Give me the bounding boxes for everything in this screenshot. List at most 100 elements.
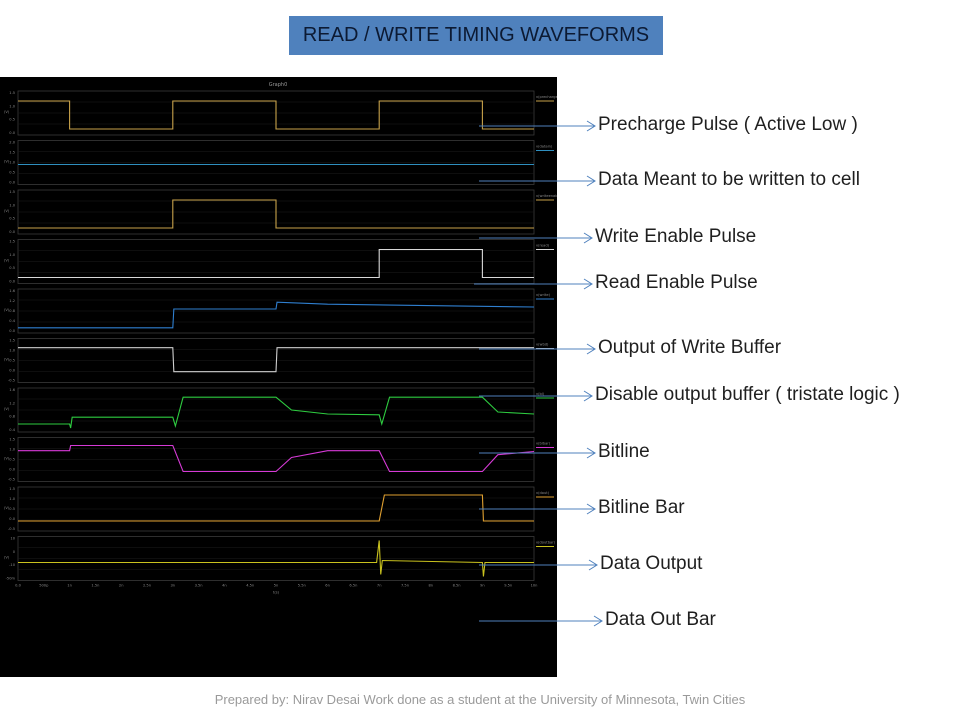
- y-tick-label: 0.5: [9, 217, 15, 221]
- y-tick-label: 0.0: [9, 280, 15, 284]
- x-tick-label: 3n: [171, 584, 176, 588]
- y-tick-label: 0.0: [9, 181, 15, 185]
- y-axis-label: (V): [4, 110, 10, 114]
- oscilloscope-svg: Graph0 1.5 1.0 0.5 0.0 (V) v(prechargebar) 2.0 1…: [4, 82, 557, 595]
- y-tick-label: 0.5: [9, 359, 15, 363]
- x-tick-label: 5.5n: [298, 584, 306, 588]
- waveform-callout-label: Write Enable Pulse: [595, 226, 757, 247]
- x-tick-label: 5n: [274, 584, 279, 588]
- waveform-callout-label: Disable output buffer ( tristate logic ): [595, 384, 900, 405]
- y-tick-label: 1.0: [9, 349, 15, 353]
- trace-legend: v(prechargebar): [536, 95, 557, 99]
- y-tick-label: 0.0: [9, 517, 15, 521]
- x-tick-label: 2n: [119, 584, 124, 588]
- waveform-callout-label: Data Output: [600, 553, 703, 574]
- trace-panel-4: 1.5 1.0 0.5 0.0 (V) v(read): [4, 239, 554, 284]
- waveform-callout-label: Bitline Bar: [598, 497, 685, 518]
- y-axis-label: (V): [4, 160, 10, 164]
- trace-panel-10: 10 0 -10 -50m (V) v(doutbar): [4, 536, 556, 581]
- x-axis-label: t(s): [273, 591, 280, 595]
- y-tick-label: -0.5: [8, 527, 15, 531]
- arrow-head-icon: [593, 615, 603, 627]
- arrow-head-icon: [583, 232, 593, 244]
- x-tick-label: 6.5n: [349, 584, 357, 588]
- y-tick-label: 0.5: [9, 458, 15, 462]
- waveform-callout-label: Data Out Bar: [605, 609, 716, 630]
- waveform-trace: [18, 248, 534, 279]
- y-tick-label: 1.6: [9, 289, 15, 293]
- trace-legend: v(writeenable): [536, 194, 557, 198]
- arrow-head-icon: [583, 278, 593, 290]
- waveform-trace: [18, 494, 534, 522]
- trace-legend: v(read): [536, 244, 550, 248]
- y-tick-label: 1.5: [9, 487, 15, 491]
- trace-legend: v(dout): [536, 491, 550, 495]
- trace-panel-8: 1.5 1.0 0.5 0.0 -0.5 (V) v(blbar): [4, 437, 554, 482]
- y-tick-label: 1.5: [9, 438, 15, 442]
- trace-legend: v(doutbar): [536, 541, 556, 545]
- y-tick-label: 0.4: [9, 319, 15, 323]
- y-tick-label: 0.0: [9, 369, 15, 373]
- trace-legend: v(blbar): [536, 442, 551, 446]
- trace-panel-7: 1.6 1.2 0.8 0.4 (V) v(bl): [4, 387, 554, 433]
- y-tick-label: 2.0: [9, 141, 15, 145]
- x-tick-label: 4.5n: [246, 584, 254, 588]
- x-tick-label: 0.0: [15, 584, 21, 588]
- y-tick-label: 1.2: [9, 299, 15, 303]
- arrow-head-icon: [586, 343, 596, 355]
- waveform-callout-label: Data Meant to be written to cell: [598, 169, 860, 190]
- y-axis-label: (V): [4, 457, 10, 461]
- waveform-callout-label: Output of Write Buffer: [598, 337, 782, 358]
- x-tick-label: 4n: [222, 584, 227, 588]
- trace-legend: v(wbd): [536, 343, 549, 347]
- x-tick-label: 7.5n: [401, 584, 409, 588]
- y-tick-label: -0.5: [8, 379, 15, 383]
- footer-credit: Prepared by: Nirav Desai Work done as a …: [214, 692, 746, 707]
- y-tick-label: 1.5: [9, 339, 15, 343]
- trace-panel-2: 2.0 1.5 1.0 0.5 0.0 (V) v(datain): [4, 140, 554, 185]
- y-tick-label: 1.0: [9, 253, 15, 257]
- arrow-head-icon: [586, 120, 596, 132]
- graph-title: Graph0: [269, 82, 288, 88]
- arrow-head-icon: [586, 503, 596, 515]
- x-tick-label: 3.5n: [195, 584, 203, 588]
- y-tick-label: 1.0: [9, 448, 15, 452]
- y-tick-label: 1.5: [9, 91, 15, 95]
- y-tick-label: 1.5: [9, 151, 15, 155]
- y-tick-label: -10: [9, 563, 16, 567]
- y-axis-label: (V): [4, 506, 10, 510]
- waveform-callout-label: Precharge Pulse ( Active Low ): [598, 114, 858, 135]
- x-tick-label: 7n: [377, 584, 382, 588]
- y-tick-label: 1.0: [9, 161, 15, 165]
- y-tick-label: 0.5: [9, 507, 15, 511]
- waveform-trace: [18, 347, 534, 373]
- y-axis-label: (V): [4, 308, 10, 312]
- y-tick-label: 0.0: [9, 468, 15, 472]
- y-tick-label: 0.0: [9, 329, 15, 333]
- y-tick-label: 0.5: [9, 266, 15, 270]
- y-tick-label: 0.4: [9, 428, 15, 432]
- y-tick-label: 0.5: [9, 171, 15, 175]
- waveform-plot: Graph0 1.5 1.0 0.5 0.0 (V) v(prechargebar) 2.0 1…: [0, 77, 557, 677]
- trace-panel-9: 1.5 1.0 0.5 0.0 -0.5 (V) v(dout): [4, 486, 554, 532]
- y-tick-label: 1.2: [9, 401, 15, 405]
- y-axis-label: (V): [4, 209, 10, 213]
- y-tick-label: 1.6: [9, 388, 15, 392]
- trace-panel-3: 1.5 1.0 0.5 0.0 (V) v(writeenable): [4, 189, 557, 235]
- y-tick-label: 1.0: [9, 104, 15, 108]
- waveform-trace: [18, 301, 535, 329]
- y-tick-label: 1.0: [9, 497, 15, 501]
- trace-legend: v(write): [536, 293, 551, 297]
- arrow-head-icon: [586, 447, 596, 459]
- x-tick-label: 9n: [480, 584, 485, 588]
- waveform-trace: [18, 396, 535, 429]
- x-tick-label: 500p: [39, 584, 49, 588]
- arrow-head-icon: [588, 559, 598, 571]
- y-axis-label: (V): [4, 556, 10, 560]
- y-axis-label: (V): [4, 358, 10, 362]
- y-tick-label: 1.5: [9, 190, 15, 194]
- trace-legend: v(datain): [536, 145, 553, 149]
- y-tick-label: 1.5: [9, 240, 15, 244]
- x-tick-label: 9.5n: [504, 584, 512, 588]
- waveform-trace: [18, 199, 534, 229]
